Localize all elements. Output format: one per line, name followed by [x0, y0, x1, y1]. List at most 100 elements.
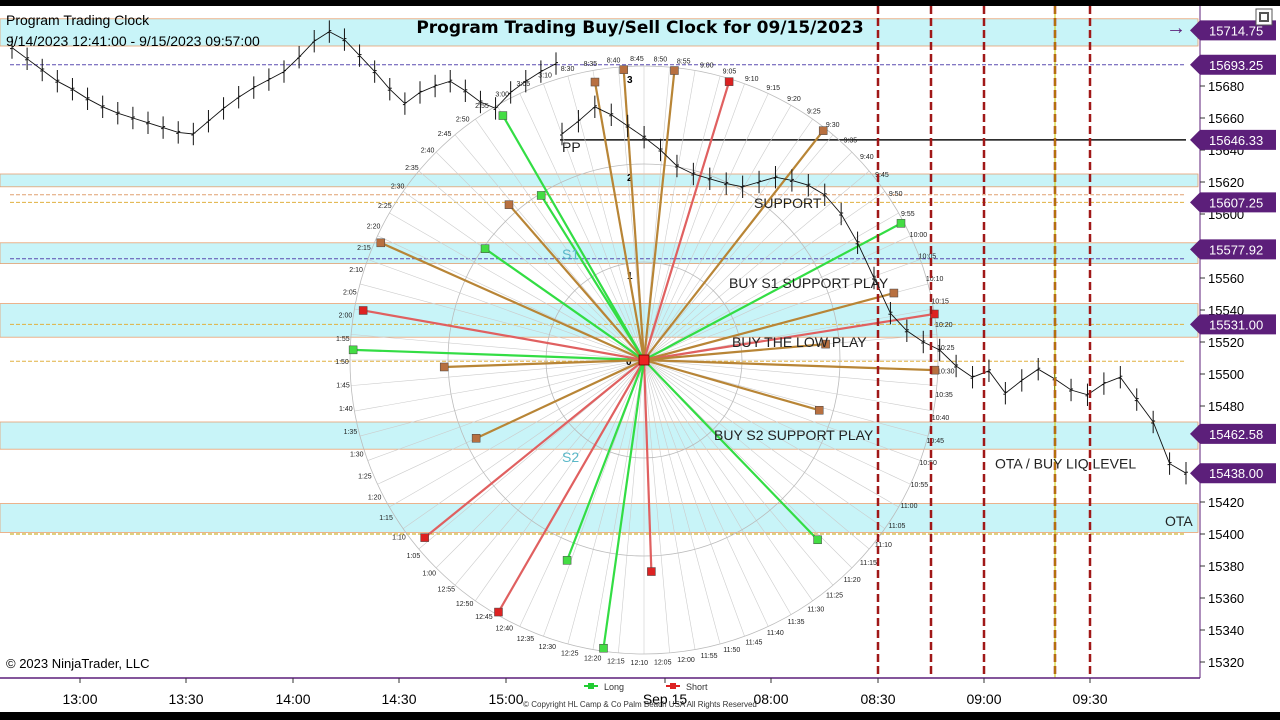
clock-time-label: 9:10 [745, 76, 759, 83]
clock-spoke [643, 235, 911, 361]
chart-title: Program Trading Buy/Sell Clock for 09/15… [416, 18, 863, 38]
clock-time-label: 10:40 [932, 415, 950, 422]
clock-time-label: 1:25 [358, 473, 372, 480]
y-tick-label: 15480 [1208, 399, 1244, 414]
clock-time-label: 1:00 [422, 570, 436, 577]
price-tag-label: 15438.00 [1209, 466, 1263, 481]
clock-time-label: 10:05 [919, 254, 937, 261]
ring-label: 0 [626, 357, 632, 368]
y-tick-label: 15620 [1208, 175, 1244, 190]
clock-time-label: 2:20 [367, 224, 381, 231]
price-tag [1190, 423, 1276, 444]
price-tag [1190, 129, 1276, 150]
clock-spoke [367, 259, 645, 361]
price-series [10, 20, 1188, 485]
clock-time-label: 12:25 [561, 651, 579, 658]
clock-ray [622, 69, 646, 361]
x-tick-label: 13:00 [62, 691, 97, 707]
ray-marker [930, 309, 939, 319]
ring-label: 2 [627, 173, 633, 184]
x-tick-label: 14:00 [275, 691, 310, 707]
clock-center [638, 354, 650, 366]
clock-spoke [643, 93, 769, 361]
clock-ray [423, 359, 645, 539]
x-tick-label: 09:00 [966, 691, 1001, 707]
clock-spoke [367, 359, 645, 461]
clock-ray [380, 241, 645, 362]
legend-marker [670, 683, 676, 689]
clock-wheel: 01233:003:053:108:308:358:408:458:508:55… [335, 56, 954, 667]
level-layer [10, 64, 1186, 535]
clock-spoke [351, 334, 645, 361]
clock-ray [484, 247, 645, 361]
clock-ray [444, 358, 645, 369]
ray-marker [471, 434, 481, 443]
clock-spoke [643, 359, 696, 650]
clock-time-label: 9:30 [826, 122, 840, 129]
clock-ray [643, 129, 825, 361]
clock-time-label: 10:10 [926, 276, 944, 283]
zone-band [0, 173, 1199, 188]
clock-time-label: 12:00 [677, 657, 695, 664]
clock-spoke [643, 359, 769, 627]
clock-spoke [643, 359, 886, 529]
clock-spoke [354, 359, 645, 412]
x-tick-label: 08:30 [860, 691, 895, 707]
y-tick-label: 15360 [1208, 591, 1244, 606]
ray-marker [358, 306, 368, 315]
arrow-icon[interactable]: → [1166, 17, 1186, 39]
clock-time-label: 12:40 [496, 626, 514, 633]
ray-marker [896, 219, 906, 228]
clock-time-label: 8:35 [584, 61, 598, 68]
ray-marker [494, 607, 503, 617]
clock-spoke [643, 359, 745, 637]
chart-menu-icon[interactable] [1255, 8, 1273, 26]
y-tick-label: 15500 [1208, 367, 1244, 382]
price-tag-label: 15607.25 [1209, 195, 1263, 210]
clock-spoke [418, 170, 645, 361]
ray-marker [818, 126, 828, 135]
y-tick-label: 15680 [1208, 79, 1244, 94]
clock-ring [349, 65, 939, 655]
clock-time-label: 2:35 [405, 165, 419, 172]
clock-spoke [543, 83, 645, 361]
clock-spoke [567, 75, 645, 361]
annotation-layer: PP SUPPORT S1 BUY S1 SUPPORT PLAY BUY THE LO… [562, 139, 1193, 529]
clock-time-label: 2:40 [421, 147, 435, 154]
ray-marker [647, 567, 656, 576]
clock-spoke [643, 359, 911, 485]
price-line-session2 [561, 106, 1187, 474]
y-tick-label: 15560 [1208, 271, 1244, 286]
x-axis: 13:00 13:30 14:00 14:30 15:00 Sep 15 08:00 08:3… [62, 678, 1108, 707]
clock-spoke [592, 359, 645, 650]
clock-ray [642, 81, 731, 361]
clock-spoke [402, 359, 645, 529]
clock-spoke [643, 359, 937, 386]
clock-ray [643, 312, 935, 362]
price-tag-label: 15714.75 [1209, 23, 1263, 38]
clock-ray [540, 194, 645, 361]
clock-time-label: 2:55 [475, 103, 489, 110]
clock-time-label: 11:25 [826, 592, 843, 599]
price-tag-label: 15577.92 [1209, 242, 1263, 257]
clock-spoke [643, 359, 899, 508]
clock-time-label: 9:45 [875, 172, 889, 179]
clock-spoke [643, 359, 670, 653]
annotation: PP [562, 139, 581, 155]
clock-time-label: 10:00 [910, 232, 928, 239]
ray-marker [590, 77, 600, 87]
clock-ray [643, 358, 935, 372]
clock-spoke [643, 359, 834, 586]
clock-time-label: 8:40 [607, 58, 621, 65]
clock-time-label: 1:10 [392, 535, 406, 542]
clock-spoke [359, 359, 645, 437]
clock-ray [353, 348, 645, 362]
clock-copyright: © Copyright HL Camp & Co Palm Beach USA … [523, 700, 757, 709]
clock-spoke [643, 359, 921, 461]
clock-time-label: 2:50 [456, 116, 470, 123]
ray-marker [821, 339, 830, 349]
clock-ray [362, 309, 645, 362]
annotation: OTA [1165, 513, 1193, 529]
price-tag-label: 15531.00 [1209, 317, 1263, 332]
